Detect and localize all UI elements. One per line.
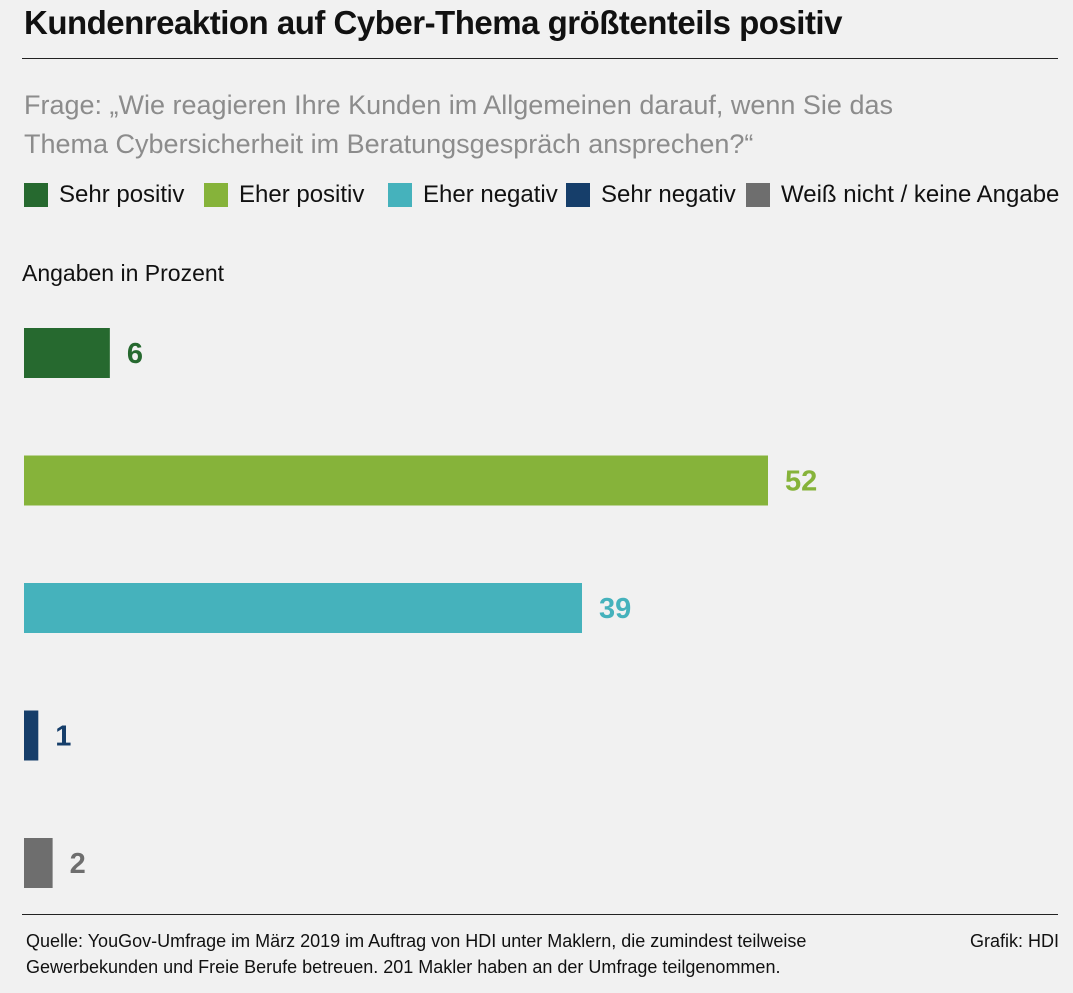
- legend-item-sehr-positiv: Sehr positiv: [24, 180, 184, 210]
- chart-legend: Sehr positiv Eher positiv Eher negativ S…: [24, 180, 1064, 210]
- graphic-credit: Grafik: HDI: [969, 931, 1059, 951]
- legend-swatch: [204, 183, 228, 207]
- data-label-sehr-positiv: 6: [127, 338, 143, 370]
- legend-item-eher-negativ: Eher negativ: [388, 180, 558, 210]
- title-divider: [22, 58, 1058, 59]
- legend-label: Eher negativ: [423, 181, 558, 208]
- bar-sehr-positiv: [24, 328, 110, 378]
- footer-divider: [22, 914, 1058, 915]
- bar-sehr-negativ: [24, 710, 39, 761]
- legend-item-eher-positiv: Eher positiv: [204, 180, 364, 210]
- legend-item-sehr-negativ: Sehr negativ: [566, 180, 736, 210]
- legend-label: Weiß nicht / keine Angabe: [781, 181, 1060, 208]
- bar-eher-positiv: [24, 455, 768, 506]
- unit-label: Angaben in Prozent: [22, 260, 225, 286]
- legend-item-weiss-nicht: Weiß nicht / keine Angabe: [746, 180, 1059, 210]
- bar-eher-negativ: [24, 583, 582, 633]
- data-label-weiß-nicht-keine-angabe: 2: [70, 848, 86, 880]
- source-note: Quelle: YouGov-Umfrage im März 2019 im A…: [26, 931, 807, 977]
- legend-label: Eher positiv: [239, 181, 365, 208]
- bar-chart: 6 52 39 1 2: [24, 328, 817, 888]
- legend-swatch: [566, 183, 590, 207]
- data-label-eher-positiv: 52: [785, 466, 817, 498]
- legend-swatch: [746, 183, 770, 207]
- bar-weiß-nicht-keine-angabe: [24, 838, 53, 888]
- data-label-sehr-negativ: 1: [55, 721, 71, 753]
- chart-title: Kundenreaktion auf Cyber-Thema größtente…: [24, 4, 842, 41]
- legend-label: Sehr positiv: [59, 181, 185, 208]
- data-label-eher-negativ: 39: [599, 593, 631, 625]
- legend-label: Sehr negativ: [601, 181, 736, 208]
- legend-swatch: [24, 183, 48, 207]
- survey-question: Frage: „Wie reagieren Ihre Kunden im All…: [24, 90, 893, 159]
- legend-swatch: [388, 183, 412, 207]
